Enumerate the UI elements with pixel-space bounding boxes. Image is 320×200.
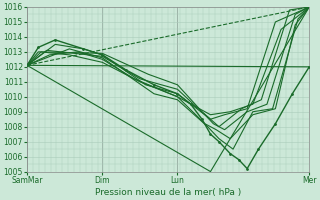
X-axis label: Pression niveau de la mer( hPa ): Pression niveau de la mer( hPa ) [95,188,241,197]
